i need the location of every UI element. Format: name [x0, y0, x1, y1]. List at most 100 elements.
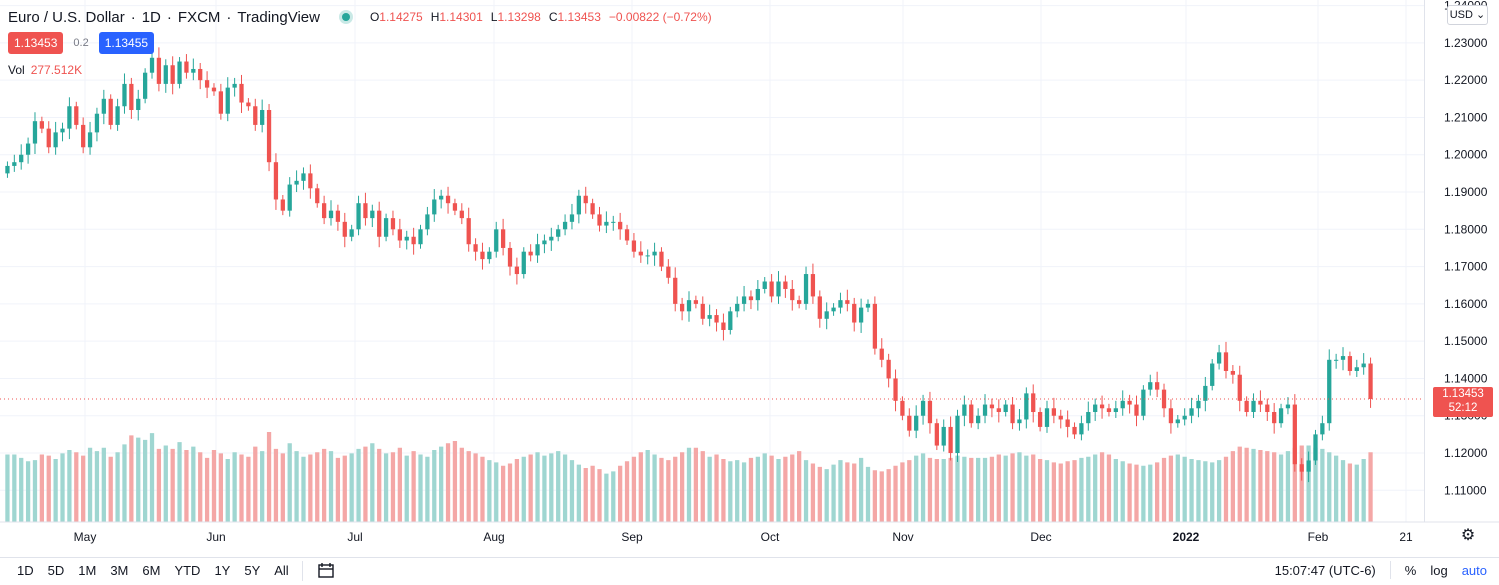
volume-bar — [1120, 461, 1125, 522]
candle — [335, 204, 341, 231]
candle — [556, 224, 561, 242]
volume-legend[interactable]: Vol 277.512K — [8, 63, 82, 77]
volume-bar — [452, 441, 458, 522]
range-button-ytd[interactable]: YTD — [174, 563, 201, 578]
price-tick-label: 1.23000 — [1444, 36, 1488, 50]
candle — [94, 107, 100, 142]
volume-bar — [191, 446, 196, 522]
volume-bar — [301, 456, 306, 522]
volume-bar — [1079, 457, 1084, 522]
range-button-5d[interactable]: 5D — [47, 563, 65, 578]
candle — [294, 170, 299, 193]
volume-bar — [783, 456, 788, 522]
candle — [762, 277, 767, 294]
candle — [101, 89, 106, 125]
volume-bar — [741, 462, 747, 522]
price-tick-label: 1.18000 — [1444, 222, 1488, 236]
range-button-1d[interactable]: 1D — [17, 563, 34, 578]
time-tick-label: Oct — [761, 530, 780, 544]
candle — [273, 153, 279, 210]
low-label: L — [490, 10, 498, 24]
gear-icon[interactable]: ⚙ — [1460, 527, 1476, 544]
candle — [19, 144, 24, 170]
volume-bar — [12, 454, 17, 522]
volume-bar — [411, 451, 416, 522]
range-button-3m[interactable]: 3M — [110, 563, 129, 578]
volume-bar — [253, 446, 258, 522]
range-button-1m[interactable]: 1M — [78, 563, 97, 578]
currency-dropdown[interactable]: USD ⌄ — [1447, 5, 1488, 25]
volume-bar — [1299, 445, 1304, 522]
candle — [500, 218, 506, 256]
volume-bar — [5, 454, 10, 522]
price-tick-label: 1.22000 — [1444, 73, 1488, 87]
volume-bar — [1189, 459, 1194, 522]
volume-bar — [962, 456, 967, 522]
candle — [260, 99, 265, 133]
candle — [53, 121, 58, 155]
range-button-1y[interactable]: 1Y — [214, 563, 231, 578]
auto-scale-toggle[interactable]: auto — [1461, 562, 1487, 578]
buy-button[interactable]: 1.13455 — [98, 32, 155, 54]
market-status-icon[interactable] — [341, 13, 350, 21]
high-label: H — [430, 10, 440, 24]
candle — [728, 306, 733, 335]
volume-bar — [1313, 447, 1318, 522]
symbol-legend[interactable]: Euro / U.S. Dollar · 1D · FXCM · Trading… — [8, 6, 712, 28]
open-label: O — [369, 10, 380, 24]
range-button-6m[interactable]: 6M — [142, 563, 161, 578]
candle — [879, 338, 884, 368]
range-buttons: 1D 5D 1M 3M 6M YTD 1Y 5Y All — [10, 561, 309, 581]
candle — [604, 211, 609, 234]
candle — [253, 98, 258, 131]
candle — [1361, 353, 1366, 375]
volume-bar — [94, 451, 100, 522]
candle — [776, 271, 781, 304]
volume-bar — [198, 452, 203, 522]
candle — [156, 47, 162, 92]
candle — [1189, 397, 1194, 424]
volume-bar — [556, 451, 561, 522]
candlestick-chart[interactable]: 1.240001.230001.220001.210001.200001.190… — [0, 0, 1499, 557]
volume-bar — [370, 443, 375, 522]
volume-bar — [900, 462, 905, 522]
volume-bar — [583, 468, 588, 522]
candle — [397, 218, 402, 248]
volume-bar — [562, 454, 568, 522]
volume-bar — [280, 453, 285, 522]
clock-timezone[interactable]: 15:07:47 (UTC-6) — [1274, 562, 1376, 578]
percent-scale-toggle[interactable]: % — [1404, 562, 1417, 578]
volume-bar — [1113, 459, 1118, 522]
candle — [1272, 403, 1277, 434]
candle — [1024, 387, 1029, 429]
volume-bar — [645, 450, 650, 522]
volume-bar — [941, 459, 946, 522]
volume-bar — [39, 454, 44, 522]
volume-bar — [907, 460, 912, 522]
volume-bar — [1017, 452, 1022, 522]
price-tick-label: 1.11000 — [1444, 483, 1487, 497]
log-scale-toggle[interactable]: log — [1430, 562, 1448, 578]
volume-bar — [25, 461, 31, 522]
candle — [735, 296, 740, 318]
volume-bar — [115, 452, 120, 522]
price-axis[interactable] — [1424, 0, 1499, 522]
date-range-icon[interactable] — [316, 561, 336, 581]
candle — [1237, 365, 1242, 412]
volume-bar — [342, 455, 347, 522]
candle — [645, 249, 650, 265]
close-value: 1.13453 — [557, 10, 601, 24]
candle — [1354, 359, 1359, 377]
candle — [280, 195, 285, 216]
candle — [852, 297, 857, 332]
candle — [838, 292, 843, 314]
range-button-all[interactable]: All — [274, 563, 289, 578]
sell-button[interactable]: 1.13453 — [8, 32, 64, 54]
candle — [549, 227, 554, 251]
candle — [204, 71, 210, 99]
candle — [810, 263, 816, 304]
candle — [452, 198, 458, 216]
candle — [1113, 400, 1118, 418]
range-button-5y[interactable]: 5Y — [244, 563, 261, 578]
time-tick-label: Jun — [206, 530, 225, 544]
